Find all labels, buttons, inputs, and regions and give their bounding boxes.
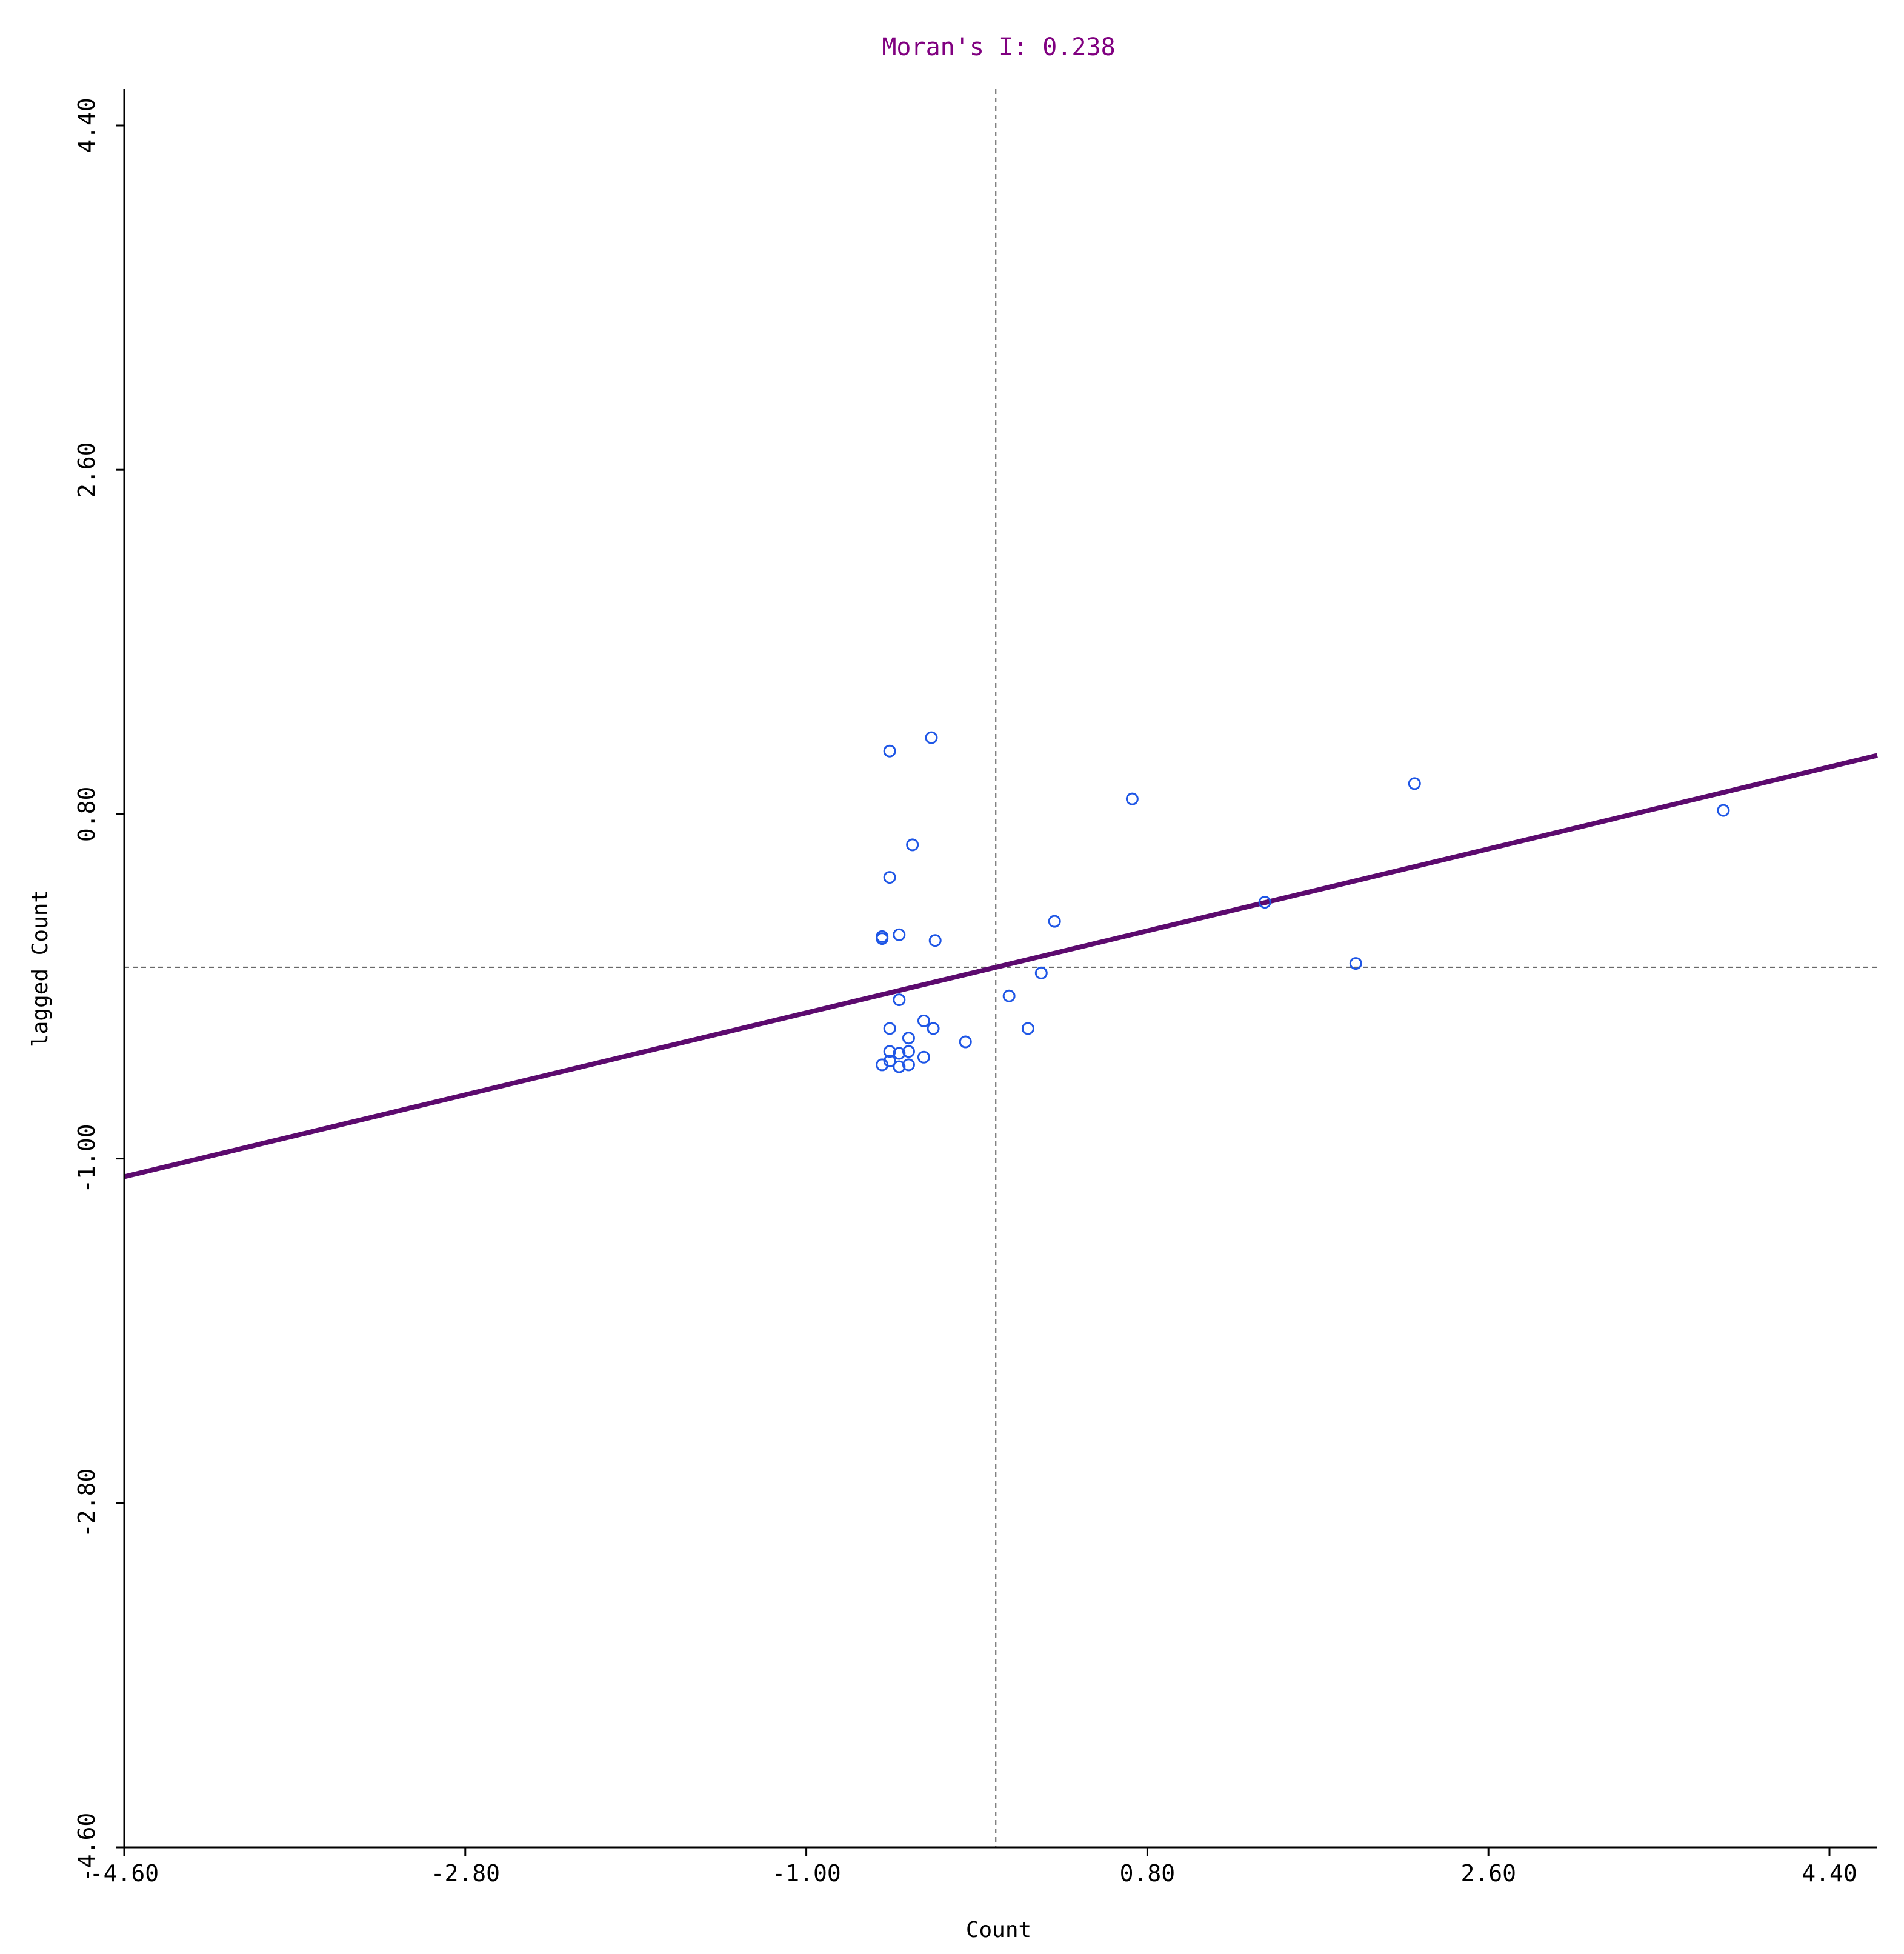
x-tick-label: 2.60 (1460, 1860, 1516, 1887)
data-point (917, 1050, 930, 1064)
y-tick-label: -2.80 (73, 1469, 100, 1538)
data-point (883, 871, 896, 884)
y-tick-label: 4.40 (73, 98, 100, 153)
y-tick-label: 0.80 (73, 787, 100, 842)
data-point (1408, 777, 1421, 790)
x-tick-label: -2.80 (431, 1860, 500, 1887)
data-point (893, 928, 906, 941)
data-point (917, 1014, 930, 1027)
data-point (902, 1032, 915, 1045)
y-tick-label: -1.00 (73, 1124, 100, 1193)
data-point (876, 930, 889, 943)
x-tick-label: -1.00 (771, 1860, 840, 1887)
data-point (876, 1058, 889, 1072)
data-point (1717, 804, 1730, 817)
data-point (883, 744, 896, 758)
y-tick-label: -4.60 (73, 1813, 100, 1882)
data-point (893, 1060, 906, 1073)
data-point (1125, 792, 1139, 805)
regression-line (124, 753, 1878, 1179)
data-point (902, 1058, 915, 1072)
y-axis-label: lagged Count (28, 890, 53, 1047)
data-point (883, 1045, 896, 1058)
data-point (902, 1045, 915, 1058)
data-points (876, 731, 1730, 1073)
x-axis-ticks: -4.60 -2.80 -1.00 0.80 2.60 4.40 (90, 1847, 1857, 1887)
x-tick-label: 4.40 (1802, 1860, 1857, 1887)
y-tick-label: 2.60 (73, 442, 100, 498)
data-point (1034, 966, 1048, 979)
data-point (906, 838, 919, 852)
data-point (1021, 1022, 1034, 1035)
data-point (1349, 957, 1362, 970)
y-axis-ticks: -4.60 -2.80 -1.00 0.80 2.60 4.40 (73, 98, 124, 1882)
data-point (893, 1047, 906, 1060)
data-point (1002, 989, 1016, 1002)
data-point (928, 934, 942, 947)
data-point (893, 993, 906, 1007)
x-tick-label: -4.60 (90, 1860, 159, 1887)
data-point (925, 731, 938, 744)
data-point (1258, 896, 1271, 909)
regression-layer (124, 753, 1878, 1179)
data-point (927, 1022, 940, 1035)
data-point (883, 1022, 896, 1035)
data-point (1048, 915, 1061, 928)
data-point (959, 1035, 972, 1049)
x-tick-label: 0.80 (1120, 1860, 1176, 1887)
x-axis-label: Count (966, 1918, 1031, 1942)
chart-title: Moran's I: 0.238 (882, 33, 1115, 61)
data-point (883, 1055, 896, 1068)
